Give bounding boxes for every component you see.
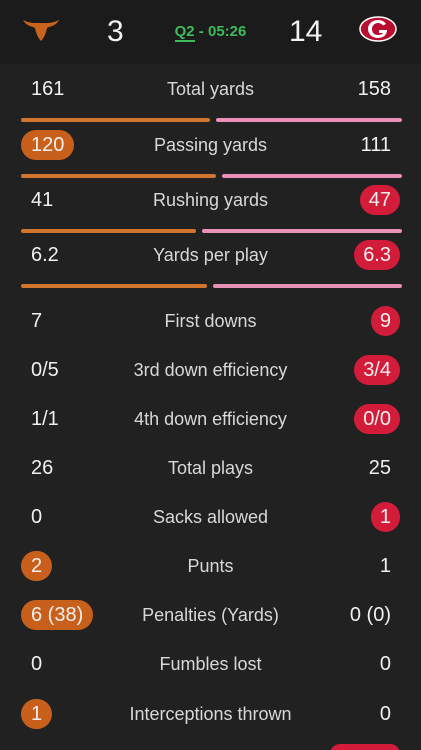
home-bar-segment <box>21 118 210 122</box>
stat-row: Rushing yards 41 47 <box>0 179 421 221</box>
game-clock: Q2 - 05:26 <box>0 22 421 42</box>
comparison-bar <box>21 229 402 233</box>
away-bar-segment <box>202 229 402 233</box>
stat-row: First downs 7 9 <box>0 300 421 342</box>
away-stat-value: 47 <box>359 185 400 215</box>
quarter-label: Q2 <box>174 23 195 42</box>
comparison-bar <box>21 284 402 288</box>
stat-row: Fumbles lost 0 0 <box>0 643 421 685</box>
away-stat-value: 25 <box>368 457 391 479</box>
georgia-g-icon[interactable] <box>358 14 398 44</box>
away-stat-value: 3/4 <box>354 355 400 385</box>
away-score: 14 <box>289 15 323 48</box>
away-stat-value: 6.3 <box>354 240 400 270</box>
home-bar-segment <box>21 284 207 288</box>
stat-row: Sacks allowed 0 1 <box>0 496 421 538</box>
stat-row: Penalties (Yards) 6 (38) 0 (0) <box>0 594 421 636</box>
stat-row: Total plays 26 25 <box>0 447 421 489</box>
comparison-bar <box>21 174 402 178</box>
stat-label: 4th down efficiency <box>134 409 287 429</box>
away-stat-value: 1 <box>370 502 400 532</box>
stat-label: Interceptions thrown <box>129 704 292 724</box>
clock-separator: - <box>194 23 208 40</box>
stat-label: Sacks allowed <box>152 507 269 527</box>
home-stat-value: 0 <box>31 653 43 675</box>
clock-time: 05:26 <box>207 23 247 40</box>
stat-label: First downs <box>164 311 257 331</box>
home-bar-segment <box>21 229 196 233</box>
home-score: 3 <box>107 15 124 48</box>
away-bar-segment <box>213 284 402 288</box>
away-stat-value: 158 <box>357 78 391 100</box>
home-stat-value: 1 <box>21 699 53 729</box>
home-stat-value: 161 <box>31 78 65 100</box>
home-stat-value: 1/1 <box>31 408 59 430</box>
home-stat-value: 41 <box>31 189 54 211</box>
away-bar-segment <box>222 174 402 178</box>
comparison-bar <box>21 118 402 122</box>
stat-row: 3rd down efficiency 0/5 3/4 <box>0 349 421 391</box>
away-stat-value: 1 <box>379 555 391 577</box>
home-bar-segment <box>21 174 216 178</box>
stat-label: Punts <box>187 556 234 576</box>
away-stat-value: 9 <box>370 306 400 336</box>
stat-label: Passing yards <box>153 135 268 155</box>
home-stat-value: 6 (38) <box>21 600 94 630</box>
home-stat-value: 0 <box>31 506 43 528</box>
scoreboard-header: 3 Q2 - 05:26 14 <box>0 0 421 64</box>
stat-label: Total yards <box>166 79 255 99</box>
stat-row: Total yards 161 158 <box>0 68 421 110</box>
away-stat-value: 0/0 <box>354 404 400 434</box>
away-stat-value: 0 <box>379 703 391 725</box>
stat-label: Fumbles lost <box>159 654 262 674</box>
away-stat-value: 0 (0) <box>349 604 391 626</box>
longhorn-icon[interactable] <box>21 14 61 44</box>
stat-label: Total plays <box>167 458 254 478</box>
next-row-badge <box>330 744 400 750</box>
stat-label: 3rd down efficiency <box>133 360 288 380</box>
stat-row: Passing yards 120 111 <box>0 124 421 166</box>
stat-row: Interceptions thrown 1 0 <box>0 693 421 735</box>
stat-row: Yards per play 6.2 6.3 <box>0 234 421 276</box>
away-bar-segment <box>216 118 402 122</box>
home-stat-value: 7 <box>31 310 43 332</box>
stat-label: Rushing yards <box>152 190 269 210</box>
home-stat-value: 6.2 <box>31 244 59 266</box>
home-stat-value: 26 <box>31 457 54 479</box>
stat-row: 4th down efficiency 1/1 0/0 <box>0 398 421 440</box>
away-stat-value: 111 <box>360 134 391 156</box>
home-stat-value: 120 <box>21 130 75 160</box>
home-stat-value: 0/5 <box>31 359 59 381</box>
stat-label: Yards per play <box>153 245 268 265</box>
away-stat-value: 0 <box>379 653 391 675</box>
stat-label: Penalties (Yards) <box>142 605 279 625</box>
home-stat-value: 2 <box>21 551 53 581</box>
stat-row: Punts 2 1 <box>0 545 421 587</box>
